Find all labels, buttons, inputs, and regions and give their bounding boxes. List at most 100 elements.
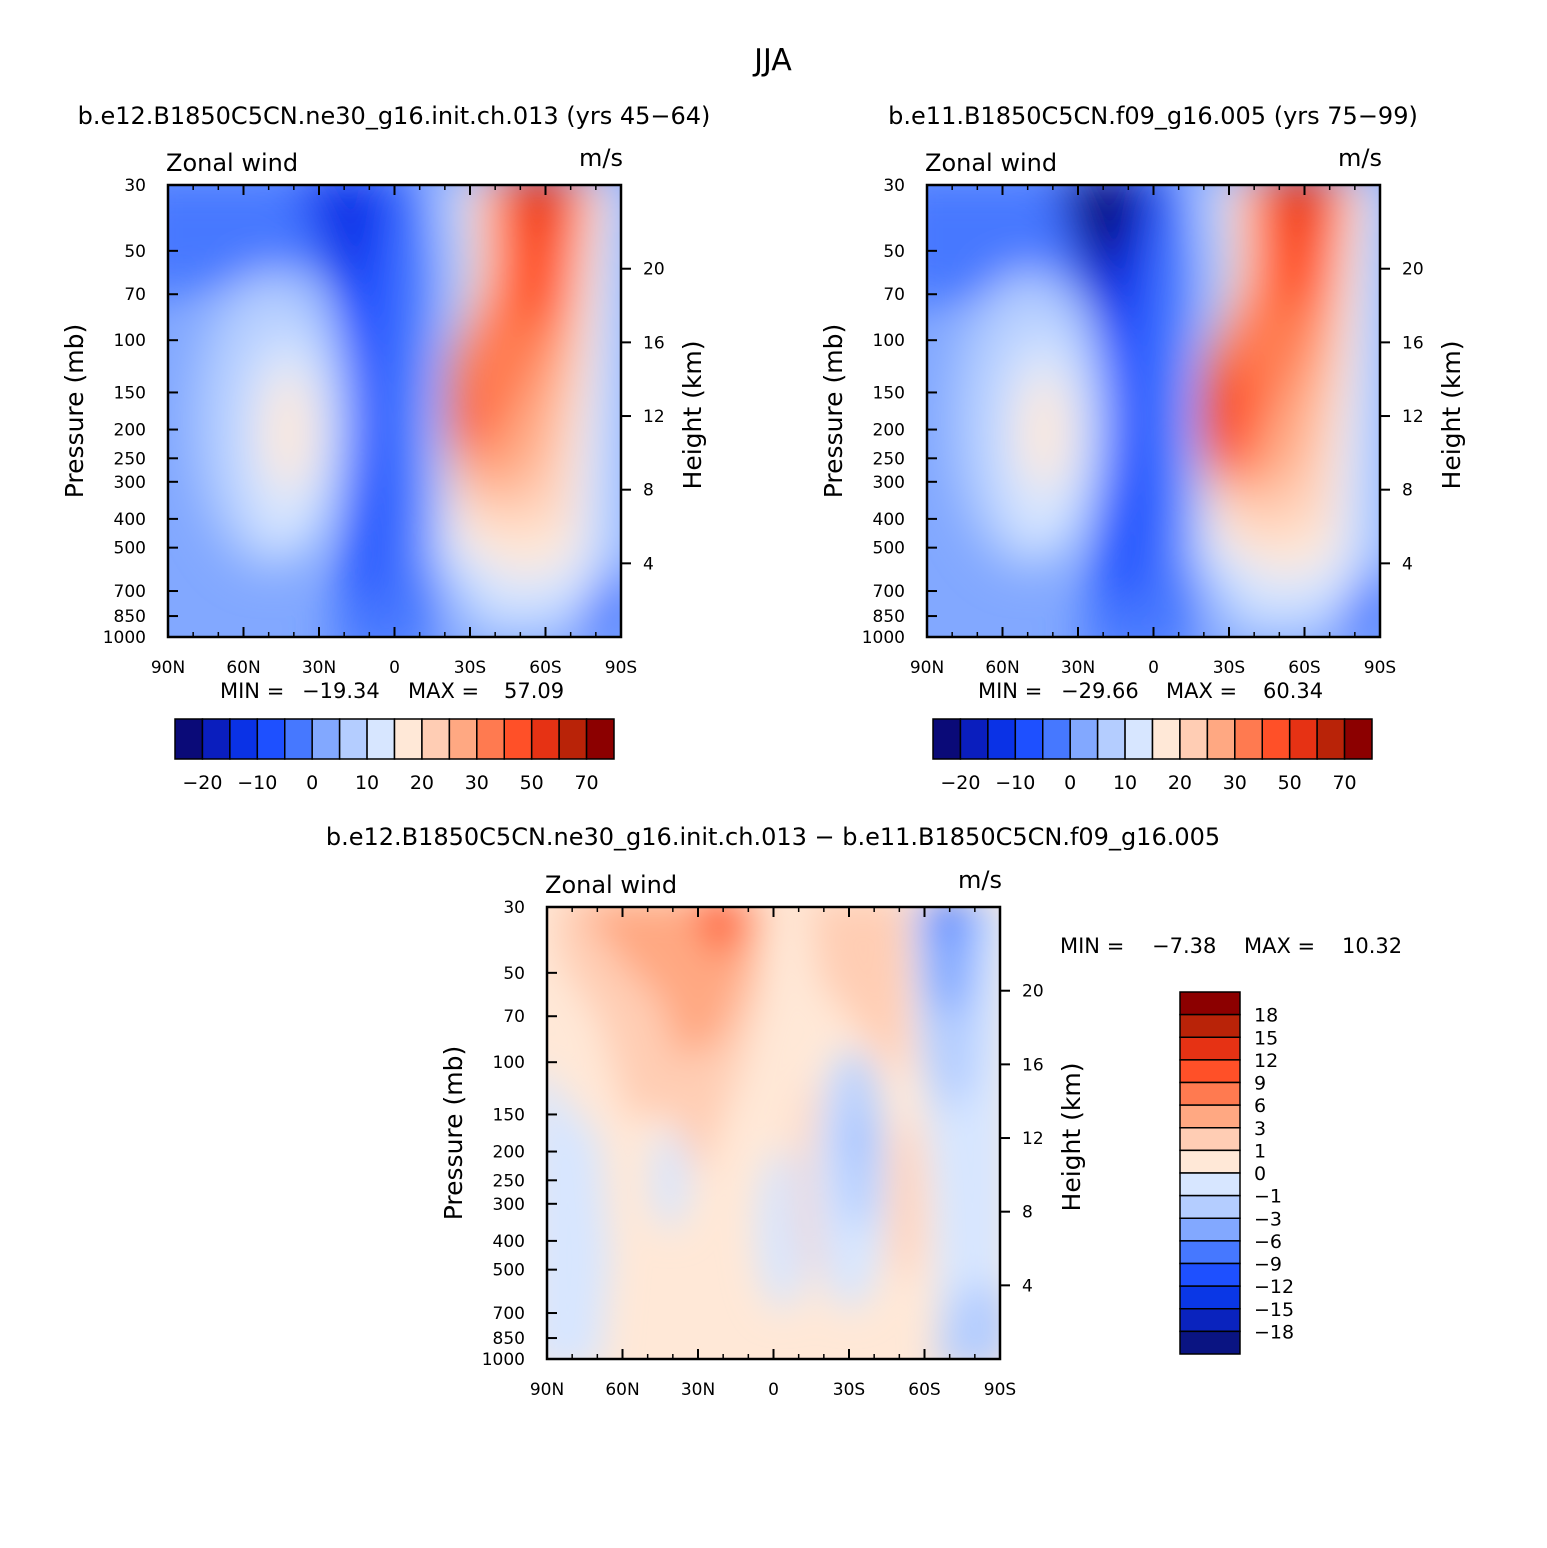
colorbar-swatch bbox=[1179, 1194, 1241, 1219]
colorbar-swatch bbox=[393, 718, 423, 760]
x-tick-label: 90S bbox=[1364, 658, 1396, 678]
figure-title: JJA bbox=[752, 43, 792, 78]
panel-1: b.e12.B1850C5CN.ne30_g16.init.ch.013 (yr… bbox=[60, 102, 710, 794]
x-tick-label: 90N bbox=[151, 658, 185, 678]
fill-surface-polar bbox=[571, 566, 621, 637]
fill-sh-core-upper bbox=[505, 185, 577, 330]
panel-2-left-string: Zonal wind bbox=[925, 149, 1057, 177]
colorbar-label: 20 bbox=[1168, 772, 1192, 794]
y-tick-label: 1000 bbox=[103, 628, 146, 648]
y-tick-label: 200 bbox=[114, 421, 146, 441]
colorbar-label: 50 bbox=[520, 772, 544, 794]
y-right-tick-label: 8 bbox=[643, 481, 654, 501]
fill-tropic-neg-2 bbox=[757, 1150, 809, 1310]
y-tick-label: 100 bbox=[873, 331, 905, 351]
colorbar-label: −15 bbox=[1254, 1299, 1294, 1321]
colorbar-swatch bbox=[284, 718, 313, 760]
colorbar-label: −3 bbox=[1254, 1208, 1282, 1230]
colorbar-swatch bbox=[1179, 1081, 1241, 1106]
panel-2-title: b.e11.B1850C5CN.f09_g16.005 (yrs 75−99) bbox=[888, 102, 1418, 130]
fill-easterly-core-1 bbox=[1053, 185, 1165, 600]
y-tick-label: 100 bbox=[493, 1053, 525, 1073]
colorbar-label: 3 bbox=[1254, 1118, 1266, 1140]
colorbar-swatch bbox=[1179, 1217, 1241, 1242]
colorbar-swatch bbox=[201, 718, 231, 760]
panel-3-axes: 90N 60N 30N 0 30S 60S 90S 30 50 70 100 150 200 250 300… bbox=[439, 898, 1086, 1400]
x-tick-label: 90S bbox=[605, 658, 637, 678]
y-right-tick-label: 8 bbox=[1022, 1203, 1033, 1223]
y-right-tick-label: 4 bbox=[1402, 554, 1413, 574]
colorbar-label: 0 bbox=[1254, 1163, 1266, 1185]
colorbar-label: −20 bbox=[940, 772, 980, 794]
colorbar-label: −18 bbox=[1254, 1321, 1294, 1343]
colorbar-label: 70 bbox=[574, 772, 598, 794]
fill-south-positive-2 bbox=[810, 907, 910, 1080]
panel-1-axes: 90N 60N 30N 0 30S 60S 90S 30 50 70 100 150 200 250 300… bbox=[60, 176, 707, 678]
colorbar-swatch bbox=[366, 718, 396, 760]
y-tick-label: 250 bbox=[114, 449, 146, 469]
colorbar-swatch bbox=[1151, 718, 1181, 760]
y-tick-label: 250 bbox=[873, 449, 905, 469]
colorbar-label: 9 bbox=[1254, 1073, 1266, 1095]
y-tick-label: 200 bbox=[493, 1143, 525, 1163]
y-tick-label: 50 bbox=[124, 242, 146, 262]
fill-tropic-neg-1 bbox=[652, 1130, 688, 1230]
x-tick-label: 0 bbox=[389, 658, 400, 678]
fill-sh-core-lower bbox=[1200, 360, 1256, 480]
y-right-tick-label: 8 bbox=[1402, 481, 1413, 501]
colorbar-label: 20 bbox=[410, 772, 434, 794]
y-tick-label: 30 bbox=[124, 176, 146, 196]
colorbar-swatch bbox=[1042, 718, 1071, 760]
fill-sh-peak bbox=[520, 185, 564, 235]
colorbar-label: −10 bbox=[995, 772, 1035, 794]
colorbar-label: 6 bbox=[1254, 1095, 1266, 1117]
colorbar-swatch bbox=[256, 718, 286, 760]
fill-sh-pos-narrow bbox=[891, 1120, 919, 1280]
colorbar-swatch bbox=[1179, 1059, 1241, 1084]
fill-surface-polar bbox=[1331, 566, 1380, 637]
y-tick-label: 150 bbox=[493, 1105, 525, 1125]
fill-easterly-core-1 bbox=[294, 185, 400, 600]
y-right-axis-label: Height (km) bbox=[1437, 341, 1466, 490]
panel-3-max-value: 10.32 bbox=[1342, 934, 1402, 958]
colorbar-swatch bbox=[1261, 718, 1291, 760]
panel-2-max-value: 60.34 bbox=[1263, 679, 1323, 703]
y-tick-label: 30 bbox=[883, 176, 905, 196]
y-tick-label: 70 bbox=[503, 1007, 525, 1027]
y-right-tick-label: 20 bbox=[1402, 260, 1424, 280]
panel-1-max-label: MAX = bbox=[408, 679, 479, 703]
panel-3-units: m/s bbox=[958, 866, 1002, 894]
panel-1-colorbar: −20 −10 0 10 20 30 50 70 bbox=[174, 718, 615, 794]
panel-1-min-value: −19.34 bbox=[302, 679, 380, 703]
colorbar-swatch bbox=[1179, 1172, 1241, 1197]
fill-nh-negative bbox=[547, 1079, 610, 1359]
panel-2-min-label: MIN = bbox=[978, 679, 1042, 703]
colorbar-label: 18 bbox=[1254, 1005, 1278, 1027]
panel-1-max-value: 57.09 bbox=[504, 679, 564, 703]
y-right-tick-label: 16 bbox=[643, 333, 665, 353]
colorbar-label: 10 bbox=[1113, 772, 1137, 794]
y-right-tick-label: 16 bbox=[1402, 333, 1424, 353]
colorbar-swatch bbox=[311, 718, 341, 760]
colorbar-label: −10 bbox=[237, 772, 277, 794]
fill-easterly-core-4 bbox=[1070, 185, 1137, 260]
fill-nh-jet-core bbox=[265, 372, 313, 492]
fill-surface-neg bbox=[937, 1280, 1000, 1359]
x-tick-label: 60S bbox=[908, 1380, 940, 1400]
colorbar-swatch bbox=[1179, 1149, 1241, 1174]
colorbar-label: 30 bbox=[465, 772, 489, 794]
y-tick-label: 700 bbox=[114, 582, 146, 602]
y-axis-label: Pressure (mb) bbox=[60, 324, 89, 498]
y-right-tick-label: 4 bbox=[643, 554, 654, 574]
y-axis-label: Pressure (mb) bbox=[819, 324, 848, 498]
colorbar-swatch bbox=[338, 718, 368, 760]
colorbar-swatch bbox=[1234, 718, 1263, 760]
panel-2: b.e11.B1850C5CN.f09_g16.005 (yrs 75−99) … bbox=[819, 102, 1466, 794]
colorbar-label: −20 bbox=[182, 772, 222, 794]
colorbar-swatch bbox=[1179, 1036, 1241, 1061]
colorbar-swatch bbox=[530, 718, 560, 760]
panel-1-min-label: MIN = bbox=[220, 679, 284, 703]
panel-1-units: m/s bbox=[579, 144, 623, 172]
